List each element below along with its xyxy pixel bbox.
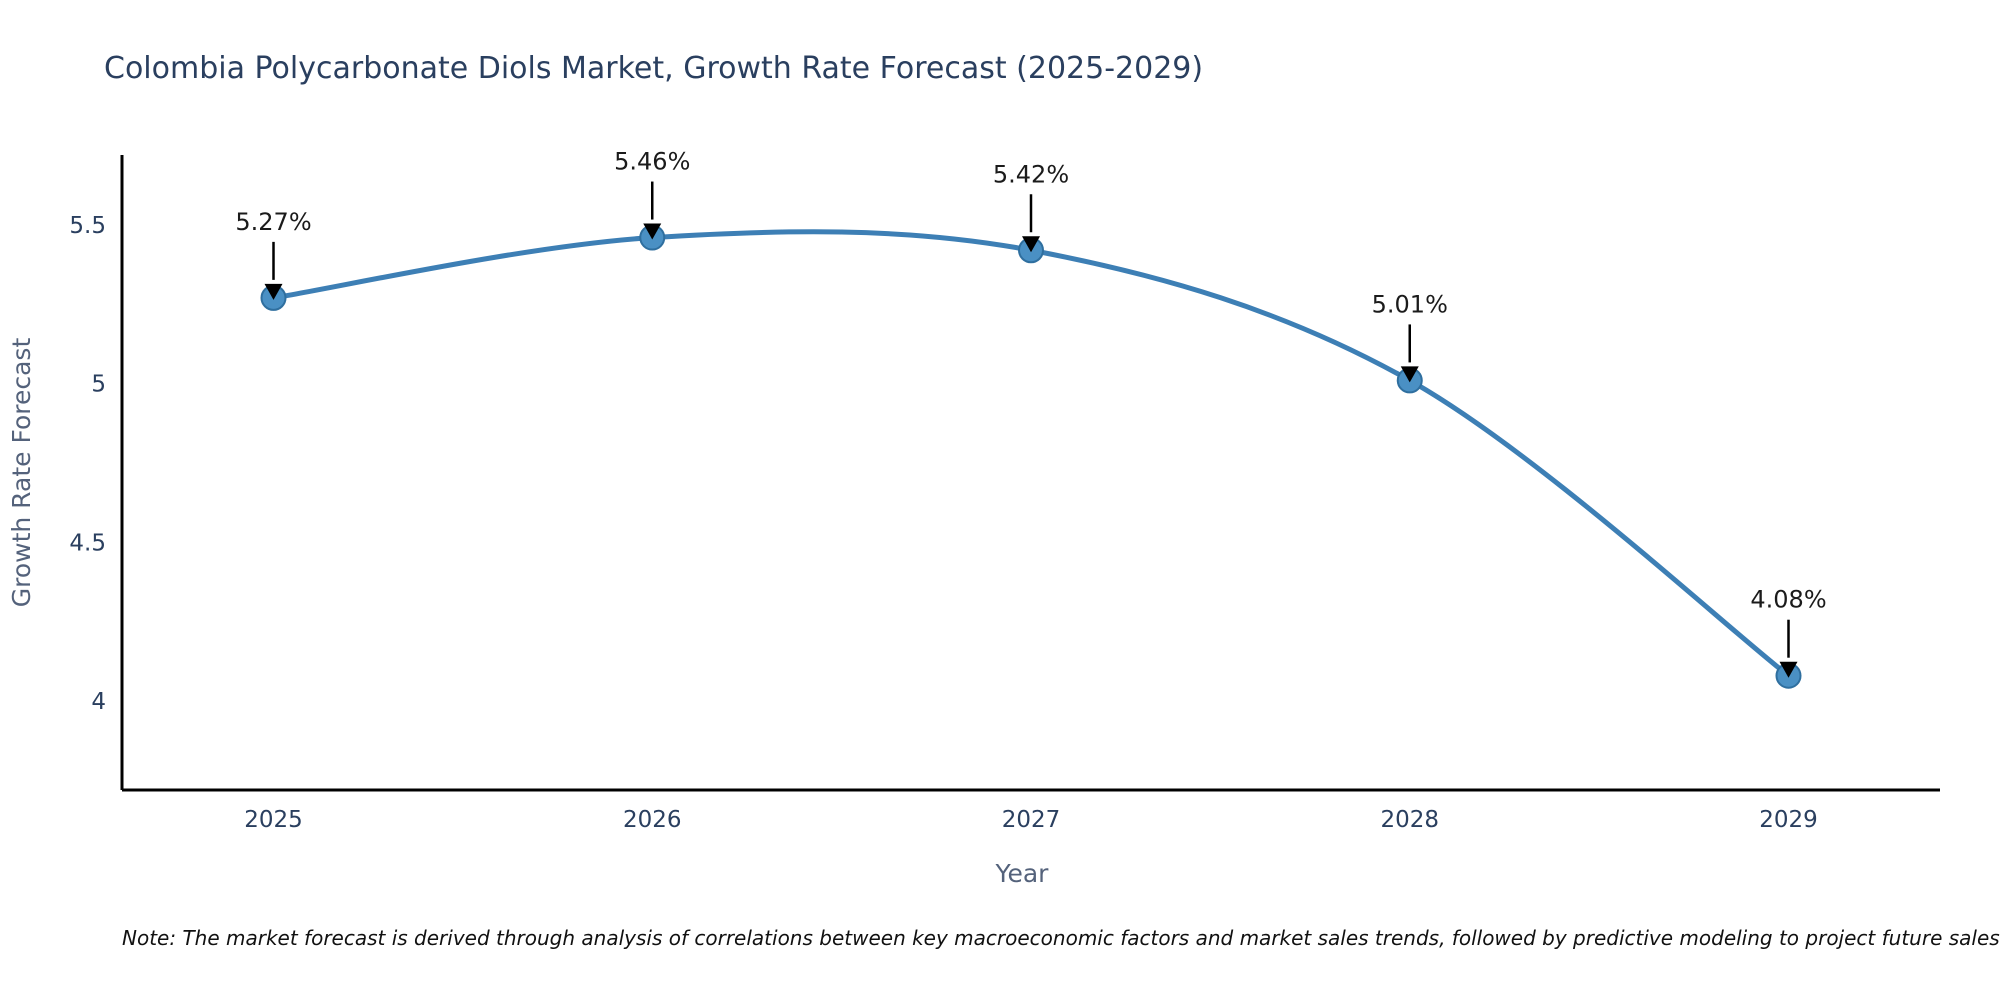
point-annotation: 4.08% xyxy=(1750,586,1827,678)
annotation-arrow-head xyxy=(1400,366,1419,383)
data-point-label: 5.42% xyxy=(993,160,1069,188)
annotation-arrow-head xyxy=(1779,661,1798,678)
chart-footnote: Note: The market forecast is derived thr… xyxy=(122,926,2000,950)
data-point-label: 4.08% xyxy=(1750,586,1826,614)
y-tick-label: 4.5 xyxy=(69,530,106,556)
annotation-arrow-head xyxy=(264,283,283,300)
x-axis: 2025 2026 2027 2028 2029 Year xyxy=(122,788,1940,888)
point-annotation: 5.01% xyxy=(1372,290,1448,383)
point-annotation: 5.46% xyxy=(614,148,690,240)
y-axis: 5.5 5 4.5 4 Growth Rate Forecast xyxy=(7,155,124,790)
y-axis-tick-labels: 5.5 5 4.5 4 xyxy=(69,213,106,715)
annotation-arrow-head xyxy=(643,223,662,240)
x-tick-label: 2028 xyxy=(1380,807,1439,833)
data-point-label: 5.46% xyxy=(614,148,690,176)
y-tick-label: 5.5 xyxy=(69,213,106,239)
point-annotation: 5.42% xyxy=(993,160,1069,253)
page-title: Colombia Polycarbonate Diols Market, Gro… xyxy=(104,51,1203,86)
x-tick-label: 2027 xyxy=(1002,807,1061,833)
y-axis-title: Growth Rate Forecast xyxy=(7,338,36,608)
data-point-annotations: 5.27% 5.46% 5.42% 5.01% 4.08% xyxy=(235,148,1827,678)
x-tick-label: 2029 xyxy=(1759,807,1818,833)
data-point-label: 5.27% xyxy=(235,208,311,236)
y-tick-label: 4 xyxy=(91,689,106,715)
data-point-label: 5.01% xyxy=(1372,290,1448,318)
y-tick-label: 5 xyxy=(91,372,106,398)
point-annotation: 5.27% xyxy=(235,208,312,300)
x-tick-label: 2026 xyxy=(623,807,682,833)
x-axis-title: Year xyxy=(995,859,1050,888)
x-axis-tick-labels: 2025 2026 2027 2028 2029 xyxy=(244,807,1818,833)
annotation-arrow-head xyxy=(1022,236,1040,253)
x-tick-label: 2025 xyxy=(244,807,303,833)
